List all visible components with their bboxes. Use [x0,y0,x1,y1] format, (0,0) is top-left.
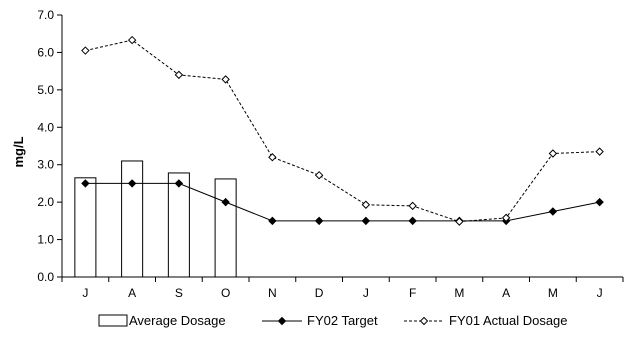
legend-bar-swatch [98,314,128,327]
fy01-actual-dosage-point [361,200,371,209]
y-tick-label: 6.0 [37,45,54,59]
fy01-actual-dosage-point [548,149,558,158]
fy02-target-point [548,207,558,216]
legend: Average Dosage FY02 Target FY01 Actual Dos… [98,313,568,328]
y-axis-ticks: 0.0 1.0 2.0 3.0 4.0 5.0 6.0 7.0 [37,8,62,284]
legend-actual-marker [419,316,429,326]
line-series [81,35,604,226]
x-tick-label: D [315,286,324,300]
fy02-target-point [268,216,277,226]
fy01-actual-dosage-point [314,170,324,180]
x-tick-label: O [221,286,230,300]
x-tick-label: F [409,286,416,300]
fy02-target-point [174,179,184,188]
x-tick-label: M [548,286,558,300]
x-tick-label: S [175,286,183,300]
x-tick-label: J [82,286,88,300]
legend-label: FY01 Actual Dosage [449,313,568,328]
bar-series [74,160,237,278]
fy02-target-point [221,197,230,207]
fy01-actual-dosage-point [81,46,90,55]
x-tick-label: J [363,286,369,300]
fy01-actual-dosage-point [455,217,464,226]
fy01-actual-dosage-point [174,70,184,80]
x-tick-label: J [597,286,603,300]
fy02-target-point [314,216,324,226]
fy02-target-point [361,216,371,226]
fy02-target-point [408,216,417,226]
fy02-target-point [595,197,604,207]
y-tick-label: 7.0 [37,8,54,22]
y-tick-label: 3.0 [37,158,54,172]
fy01-actual-dosage-point [221,75,230,84]
x-tick-label: A [128,286,136,300]
legend-label: FY02 Target [307,313,378,328]
axes [61,15,623,278]
fy01-actual-dosage-point [408,201,417,211]
fy01-actual-dosage-line [85,39,600,223]
fy01-actual-dosage-point [595,147,604,156]
average-dosage-bar [74,177,97,278]
average-dosage-bar [167,172,190,278]
x-tick-label: A [502,286,510,300]
fy01-actual-dosage-point [501,213,511,223]
fy02-target-point [81,179,90,188]
average-dosage-bar [214,178,237,278]
average-dosage-bar [121,160,144,278]
y-tick-label: 2.0 [37,195,54,209]
y-axis-label: mg/L [11,136,26,167]
fy02-target-point [127,179,137,188]
y-tick-label: 0.0 [37,270,54,284]
fy02-target-line [85,182,600,222]
y-tick-label: 5.0 [37,83,54,97]
fy01-actual-dosage-point [127,35,137,45]
y-tick-label: 4.0 [37,120,54,134]
fy01-actual-dosage-point [268,153,277,162]
legend-target-marker [277,316,287,326]
x-tick-label: N [268,286,277,300]
x-tick-label: M [454,286,464,300]
legend-label: Average Dosage [129,313,226,328]
y-tick-label: 1.0 [37,233,54,247]
